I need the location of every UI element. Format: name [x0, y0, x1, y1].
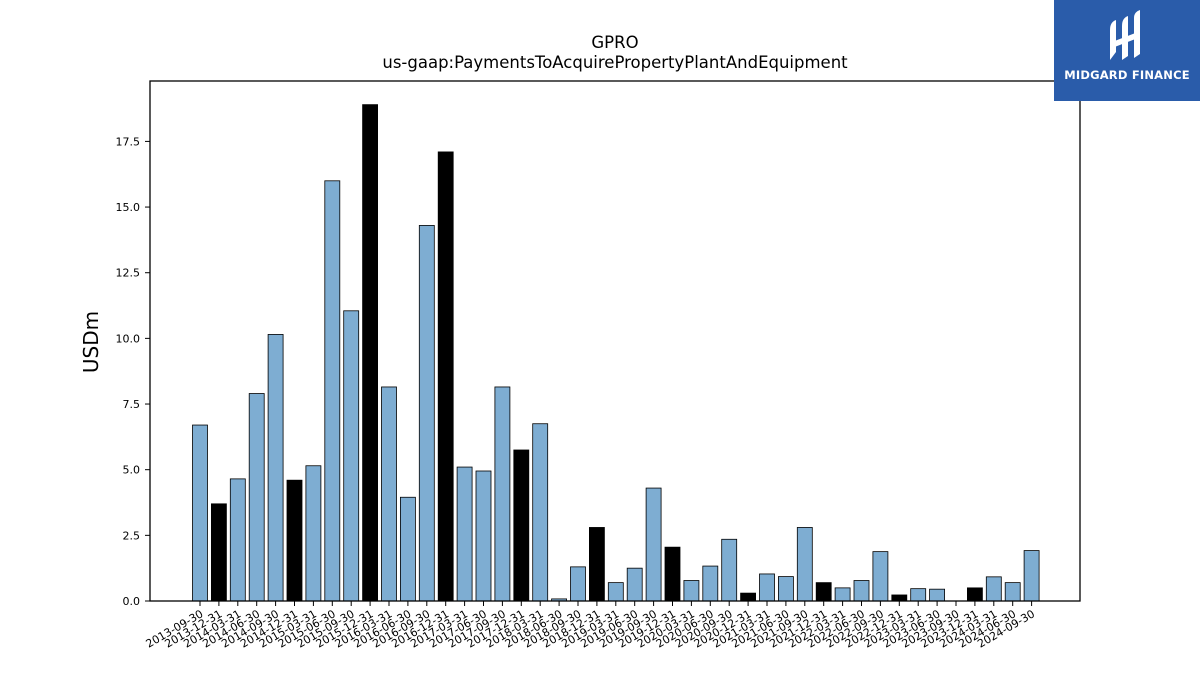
- bar: [626, 567, 643, 602]
- bar: [702, 565, 719, 602]
- bar: [815, 582, 832, 602]
- bar: [778, 576, 794, 602]
- bar: [1004, 582, 1021, 602]
- bar: [475, 470, 492, 602]
- y-tick-label: 10.0: [116, 332, 141, 345]
- y-tick-label: 2.5: [123, 529, 141, 542]
- bar: [286, 479, 303, 602]
- bar: [570, 566, 586, 602]
- bar: [362, 104, 379, 602]
- bar: [532, 423, 549, 602]
- bar: [891, 594, 908, 602]
- y-tick-label: 0.0: [123, 595, 141, 608]
- midgard-logo: MIDGARD FINANCE: [1054, 0, 1200, 101]
- bar: [210, 503, 227, 602]
- bar: [192, 424, 208, 602]
- bar: [645, 487, 662, 602]
- y-tick-label: 17.5: [116, 135, 141, 148]
- y-tick-label: 7.5: [123, 398, 141, 411]
- y-axis-label: USDm: [79, 311, 103, 373]
- chart-title: GPRO: [591, 33, 638, 52]
- bar: [494, 386, 511, 602]
- bar: [589, 527, 605, 602]
- bar: [513, 449, 530, 602]
- bar: [796, 527, 813, 602]
- bar: [267, 334, 284, 602]
- bar: [399, 496, 416, 602]
- bar: [683, 580, 700, 602]
- bar: [721, 538, 738, 602]
- bar: [664, 546, 681, 602]
- bar: [456, 466, 473, 602]
- bar: [381, 386, 397, 602]
- bar: [740, 592, 756, 602]
- bar: [967, 587, 983, 602]
- bar: [759, 573, 775, 602]
- bar: [929, 588, 945, 602]
- bar: [229, 478, 246, 602]
- y-tick-label: 12.5: [116, 267, 141, 280]
- bar: [985, 576, 1002, 602]
- bar: [305, 465, 322, 602]
- bar: [834, 587, 851, 602]
- bar: [343, 310, 360, 602]
- bar: [324, 180, 341, 602]
- chart-subtitle: us-gaap:PaymentsToAcquirePropertyPlantAn…: [382, 53, 848, 72]
- y-tick-label: 15.0: [116, 201, 141, 214]
- bar: [853, 580, 870, 602]
- plot-frame: [149, 80, 1081, 602]
- y-tick-label: 5.0: [123, 464, 141, 477]
- bar: [1023, 550, 1040, 602]
- bar: [248, 393, 265, 602]
- bar: [418, 225, 435, 602]
- midgard-logo-icon: [1110, 10, 1140, 60]
- bar: [607, 582, 624, 602]
- logo-text: MIDGARD FINANCE: [1064, 68, 1190, 82]
- bar: [437, 151, 454, 602]
- bar: [872, 551, 889, 602]
- bar: [910, 588, 927, 602]
